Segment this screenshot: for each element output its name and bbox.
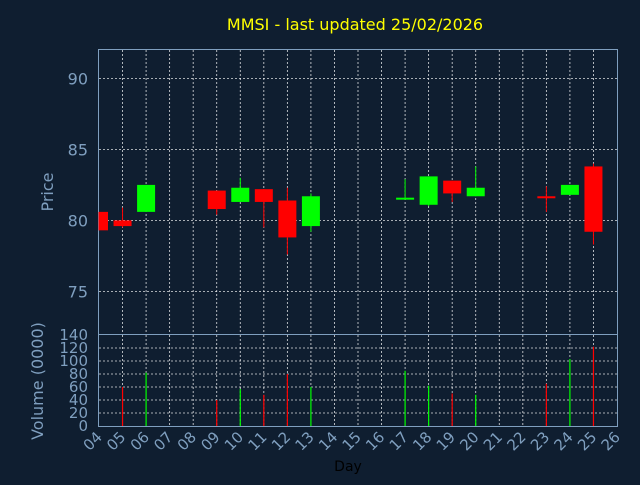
candle-body: [207, 190, 226, 210]
day-tick-label: 10: [221, 428, 247, 454]
candle-19: [443, 180, 462, 202]
day-tick-label: 23: [527, 428, 553, 454]
candle-10: [231, 177, 250, 202]
day-tick-label: 21: [480, 428, 506, 454]
price-tick-label: 85: [68, 140, 88, 159]
candle-12: [278, 187, 297, 255]
price-axis-label: Price: [38, 172, 57, 211]
day-tick-label: 19: [433, 428, 459, 454]
price-tick-label: 75: [68, 282, 88, 301]
volume-tick-label: 20: [69, 404, 88, 422]
day-tick-label: 09: [197, 428, 223, 454]
candle-body: [231, 187, 250, 202]
candle-body: [301, 196, 320, 227]
candle-18: [419, 176, 438, 207]
volume-tick-label: 60: [69, 378, 88, 396]
day-tick-label: 11: [244, 428, 270, 454]
day-tick-label: 12: [268, 428, 294, 454]
candle-04: [98, 211, 108, 231]
day-tick-label: 08: [174, 428, 200, 454]
candle-20: [466, 166, 485, 197]
day-tick-label: 14: [315, 428, 341, 454]
candle-body: [396, 197, 415, 200]
day-tick-label: 24: [551, 428, 577, 454]
volume-tick-label: 0: [78, 417, 88, 435]
candle-body: [537, 196, 556, 199]
volume-axis-label: Volume (0000): [28, 322, 47, 440]
candle-05: [113, 207, 132, 228]
price-panel: 75 80 85 90 Price: [38, 49, 618, 335]
candle-17: [396, 179, 415, 200]
day-tick-label: 25: [574, 428, 600, 454]
day-tick-label: 05: [103, 428, 129, 454]
day-tick-label: 13: [292, 428, 318, 454]
volume-tick-label: 100: [59, 352, 88, 370]
candle-body: [99, 211, 108, 231]
volume-tick-label: 80: [69, 365, 88, 383]
day-tick-label: 20: [456, 428, 482, 454]
candle-body: [466, 187, 485, 197]
day-tick-label: 16: [362, 428, 388, 454]
volume-tick-label: 120: [59, 339, 88, 357]
volume-bars: [121, 346, 595, 426]
candle-body: [584, 166, 603, 232]
day-tick-label: 26: [598, 428, 624, 454]
candle-23: [537, 186, 556, 212]
day-tick-label: 15: [339, 428, 365, 454]
candle-body: [113, 220, 132, 227]
candle-13: [301, 193, 320, 232]
candle-06: [137, 184, 156, 212]
candle-body: [560, 184, 579, 195]
candle-body: [443, 180, 462, 194]
candle-09: [207, 190, 226, 215]
chart-title: MMSI - last updated 25/02/2026: [227, 15, 483, 34]
candle-body: [254, 189, 273, 202]
volume-tick-label: 140: [59, 326, 88, 344]
day-tick-label: 07: [150, 428, 176, 454]
day-tick-label: 18: [409, 428, 435, 454]
price-tick-label: 90: [68, 69, 88, 88]
day-axis-label: Day: [334, 459, 362, 475]
price-tick-label: 80: [68, 211, 88, 230]
day-x-ticks: 0405060708091011121314151617181920212223…: [80, 428, 624, 454]
volume-tick-label: 40: [69, 391, 88, 409]
day-tick-label: 22: [503, 428, 529, 454]
candle-body: [278, 200, 297, 238]
price-y-ticks: 75 80 85 90: [68, 69, 88, 301]
candle-body: [419, 176, 438, 205]
price-grid: [99, 50, 617, 334]
candles: [98, 163, 603, 255]
day-tick-label: 17: [386, 428, 412, 454]
candle-11: [254, 189, 273, 228]
volume-grid: [99, 335, 617, 426]
day-tick-label: 06: [127, 428, 153, 454]
candle-body: [137, 184, 156, 212]
candle-24: [560, 184, 579, 195]
volume-plot-frame: [98, 334, 618, 427]
candle-25: [584, 163, 603, 245]
